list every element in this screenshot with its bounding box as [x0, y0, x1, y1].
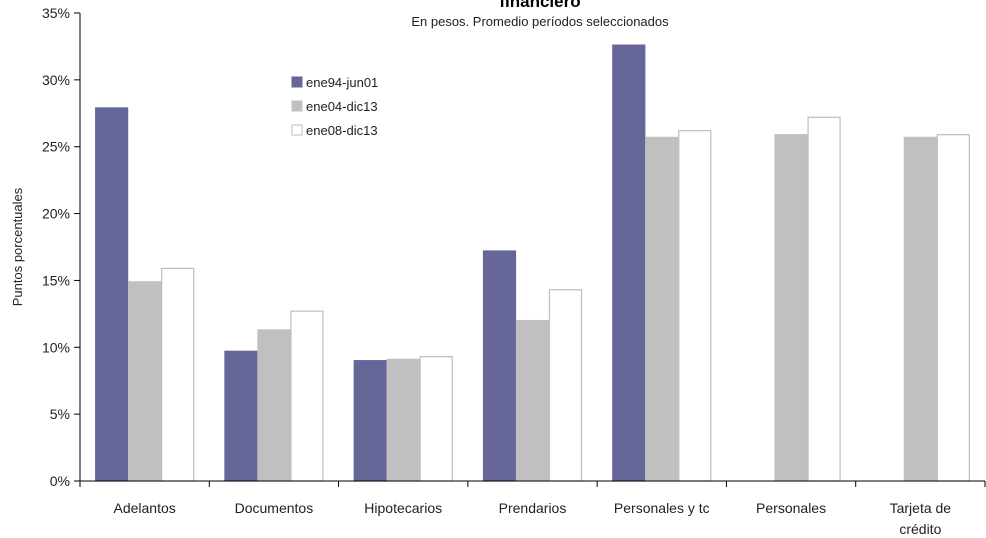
y-tick-label: 10%: [42, 339, 70, 355]
legend-swatch: [291, 76, 303, 88]
bar: [290, 310, 324, 482]
x-tick-label: crédito: [899, 521, 941, 537]
x-tick-label: Prendarios: [499, 500, 567, 516]
bar: [257, 329, 291, 482]
bar: [612, 44, 646, 482]
bar: [419, 356, 453, 482]
bar: [161, 267, 195, 482]
legend-label: ene94-jun01: [306, 75, 378, 90]
chart-subtitle: En pesos. Promedio períodos seleccionado…: [411, 14, 669, 29]
legend: ene94-jun01 ene04-dic13 ene08-dic13: [291, 75, 378, 138]
bar: [807, 116, 841, 482]
y-tick-label: 25%: [42, 139, 70, 155]
bar: [936, 134, 970, 482]
legend-label: ene04-dic13: [306, 99, 378, 114]
bar: [548, 289, 583, 482]
bar: [482, 250, 517, 482]
x-tick-label: Personales: [756, 500, 826, 516]
x-tick-label: Personales y tc: [614, 500, 710, 516]
x-tick-label: Tarjeta de: [890, 500, 952, 516]
x-tick-label: Adelantos: [114, 500, 176, 516]
bar: [515, 319, 550, 482]
x-tick-label: Hipotecarios: [364, 500, 442, 516]
x-tick-label: Documentos: [235, 500, 314, 516]
bar: [95, 107, 129, 482]
y-axis-label: Puntos porcentuales: [10, 187, 25, 306]
bar: [353, 360, 387, 482]
bar: [774, 134, 808, 482]
y-tick-label: 0%: [50, 473, 70, 489]
bar: [224, 350, 258, 482]
bar: [386, 358, 420, 482]
bars-group: [95, 44, 970, 482]
bar: [645, 136, 679, 482]
legend-swatch: [291, 124, 303, 136]
y-tick-label: 35%: [42, 5, 70, 21]
legend-label: ene08-dic13: [306, 123, 378, 138]
bar: [678, 130, 712, 482]
y-tick-label: 30%: [42, 72, 70, 88]
y-tick-label: 20%: [42, 206, 70, 222]
y-tick-label: 15%: [42, 272, 70, 288]
y-tick-label: 5%: [50, 406, 70, 422]
bar: [128, 281, 162, 482]
chart-title: financiero: [499, 0, 580, 11]
axes-group: 0% 5% 10% 15% 20% 25% 30% 35% Adelantos Documento…: [42, 5, 986, 537]
legend-swatch: [291, 100, 303, 112]
bar: [903, 136, 937, 482]
